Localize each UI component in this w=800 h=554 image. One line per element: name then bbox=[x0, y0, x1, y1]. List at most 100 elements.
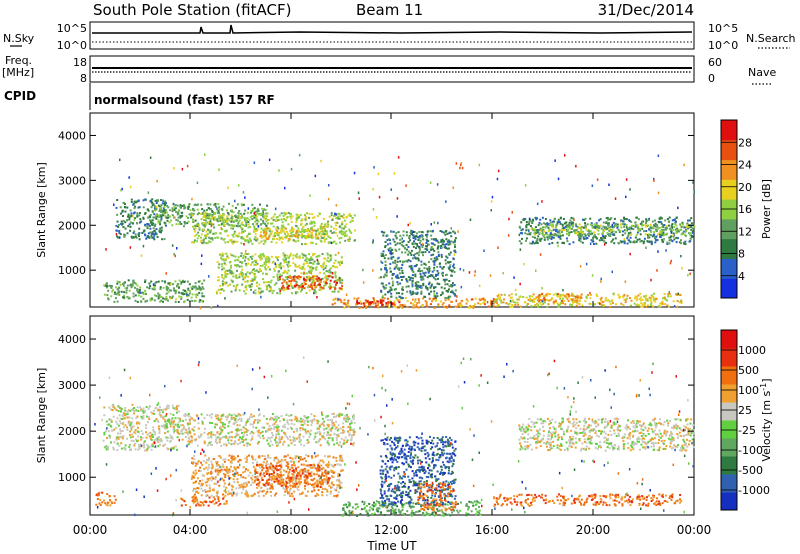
echo-cell bbox=[376, 304, 379, 307]
echo-cell bbox=[231, 233, 234, 236]
echo-cell bbox=[242, 203, 245, 206]
echo-cell bbox=[419, 284, 422, 287]
echo-cell bbox=[194, 282, 197, 285]
echo-cell bbox=[314, 435, 317, 438]
echo-cell bbox=[608, 234, 611, 237]
echo-cell bbox=[247, 252, 250, 255]
echo-cell bbox=[346, 302, 349, 304]
echo-cell bbox=[197, 435, 200, 438]
echo-cell bbox=[635, 216, 638, 219]
echo-cell bbox=[186, 222, 189, 225]
echo-cell bbox=[321, 227, 324, 230]
echo-cell bbox=[310, 227, 312, 230]
echo-cell bbox=[449, 240, 451, 243]
noise-cell bbox=[560, 228, 563, 232]
noise-cell bbox=[129, 185, 132, 189]
echo-cell bbox=[157, 409, 160, 411]
echo-cell bbox=[687, 227, 690, 230]
echo-cell bbox=[282, 425, 284, 428]
noise-cell bbox=[133, 218, 135, 222]
echo-cell bbox=[471, 298, 474, 301]
echo-cell bbox=[584, 222, 586, 225]
echo-cell bbox=[263, 239, 265, 242]
echo-cell bbox=[159, 409, 162, 412]
echo-cell bbox=[569, 219, 572, 222]
echo-cell bbox=[343, 302, 346, 305]
echo-cell bbox=[198, 436, 201, 439]
echo-cell bbox=[263, 261, 266, 264]
echo-cell bbox=[533, 228, 536, 231]
echo-cell bbox=[574, 223, 577, 226]
echo-cell bbox=[346, 413, 348, 416]
echo-cell bbox=[414, 300, 416, 303]
echo-cell bbox=[134, 235, 137, 238]
echo-cell bbox=[657, 227, 660, 230]
echo-cell bbox=[225, 258, 228, 261]
echo-cell bbox=[163, 221, 166, 224]
echo-cell bbox=[305, 235, 308, 238]
echo-cell bbox=[565, 221, 568, 224]
echo-cell bbox=[270, 288, 272, 291]
echo-cell bbox=[541, 233, 544, 236]
noise-cell bbox=[128, 176, 130, 179]
echo-cell bbox=[224, 263, 227, 266]
echo-cell bbox=[329, 433, 332, 436]
echo-cell bbox=[155, 202, 158, 204]
echo-cell bbox=[248, 272, 251, 275]
echo-cell bbox=[595, 222, 598, 225]
echo-cell bbox=[293, 285, 296, 288]
echo-cell bbox=[595, 223, 598, 226]
echo-cell bbox=[136, 214, 139, 217]
echo-cell bbox=[272, 235, 275, 238]
echo-cell bbox=[334, 266, 337, 269]
echo-cell bbox=[191, 299, 194, 302]
echo-cell bbox=[320, 227, 323, 230]
echo-cell bbox=[196, 208, 199, 211]
echo-cell bbox=[232, 285, 235, 288]
echo-cell bbox=[559, 237, 562, 240]
echo-cell bbox=[246, 239, 248, 242]
echo-cell bbox=[555, 233, 558, 236]
echo-cell bbox=[135, 438, 137, 441]
echo-cell bbox=[656, 239, 659, 242]
echo-cell bbox=[622, 223, 625, 226]
echo-cell bbox=[390, 292, 393, 295]
echo-cell bbox=[653, 292, 656, 295]
colorbar-segment bbox=[721, 218, 737, 240]
echo-cell bbox=[187, 423, 190, 426]
echo-cell bbox=[653, 231, 656, 234]
echo-cell bbox=[226, 222, 229, 225]
echo-cell bbox=[295, 221, 298, 224]
echo-cell bbox=[563, 228, 566, 231]
echo-cell bbox=[350, 420, 353, 422]
echo-cell bbox=[151, 219, 154, 222]
echo-cell bbox=[657, 233, 659, 236]
echo-cell bbox=[132, 202, 135, 205]
echo-cell bbox=[223, 259, 226, 262]
echo-cell bbox=[301, 236, 304, 239]
echo-cell bbox=[255, 228, 258, 230]
echo-cell bbox=[323, 280, 325, 283]
echo-cell bbox=[175, 218, 178, 221]
echo-cell bbox=[171, 437, 174, 440]
echo-cell bbox=[188, 283, 191, 286]
echo-cell bbox=[641, 299, 644, 301]
echo-cell bbox=[295, 213, 298, 216]
echo-cell bbox=[208, 222, 211, 225]
echo-cell bbox=[191, 293, 194, 296]
echo-cell bbox=[316, 422, 319, 425]
echo-cell bbox=[630, 299, 633, 302]
echo-cell bbox=[283, 269, 286, 272]
echo-cell bbox=[164, 420, 167, 423]
echo-cell bbox=[265, 232, 268, 235]
echo-cell bbox=[119, 428, 122, 431]
echo-cell bbox=[412, 303, 415, 306]
echo-cell bbox=[261, 212, 264, 215]
echo-cell bbox=[251, 203, 254, 206]
echo-cell bbox=[472, 306, 475, 309]
echo-cell bbox=[171, 435, 173, 438]
echo-cell bbox=[115, 206, 118, 209]
echo-cell bbox=[145, 406, 148, 408]
noise-cell bbox=[608, 183, 610, 186]
echo-cell bbox=[228, 202, 230, 205]
